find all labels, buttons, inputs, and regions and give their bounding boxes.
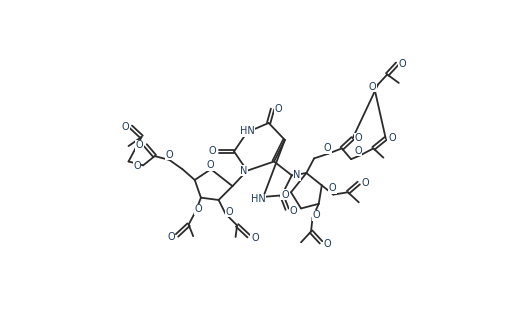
Text: N: N — [294, 170, 301, 180]
Text: O: O — [133, 161, 141, 171]
Text: O: O — [209, 146, 216, 157]
Text: O: O — [135, 140, 143, 150]
Text: O: O — [323, 239, 331, 249]
Text: O: O — [329, 183, 337, 193]
Text: HN: HN — [251, 194, 266, 204]
Text: O: O — [195, 204, 202, 214]
Text: O: O — [323, 143, 331, 153]
Text: O: O — [226, 206, 233, 217]
Text: O: O — [275, 104, 282, 114]
Text: O: O — [281, 189, 289, 200]
Text: O: O — [167, 232, 175, 242]
Text: O: O — [207, 160, 214, 170]
Text: O: O — [289, 206, 297, 216]
Text: O: O — [361, 178, 369, 188]
Text: O: O — [251, 233, 259, 243]
Text: O: O — [399, 59, 406, 69]
Text: O: O — [355, 133, 363, 143]
Text: O: O — [388, 133, 396, 143]
Text: O: O — [354, 146, 362, 156]
Text: O: O — [122, 122, 129, 132]
Text: HN: HN — [239, 126, 254, 137]
Text: N: N — [239, 166, 247, 176]
Text: O: O — [369, 82, 376, 92]
Text: O: O — [166, 150, 173, 160]
Text: O: O — [313, 210, 320, 220]
